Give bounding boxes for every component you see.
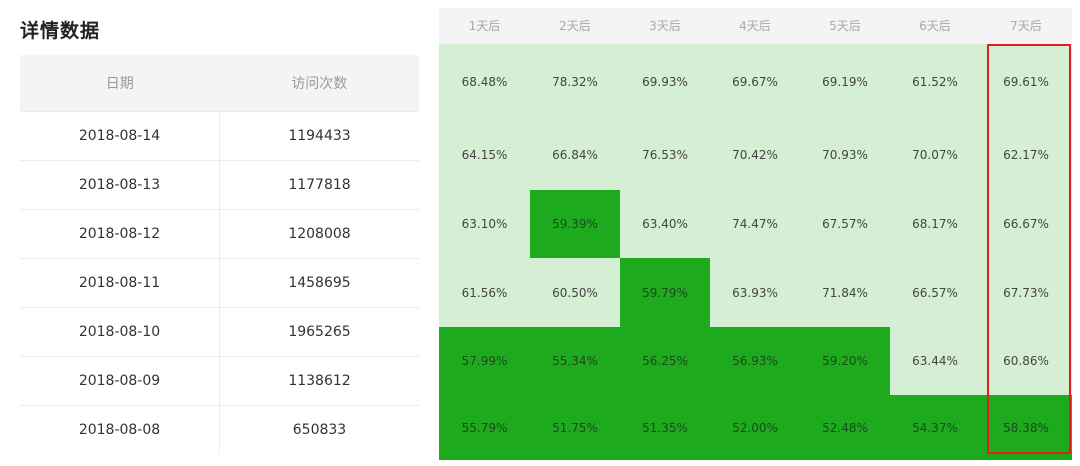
table-row[interactable]: 2018-08-11 1458695	[20, 258, 419, 308]
table-header-row: 日期 访问次数	[20, 55, 419, 112]
detail-table: 日期 访问次数 2018-08-14 1194433 2018-08-13 11…	[20, 55, 419, 454]
heatmap-column-header[interactable]: 2天后	[559, 19, 591, 33]
heatmap-cell: 67.73%	[980, 258, 1072, 327]
heatmap-cell: 60.50%	[530, 258, 620, 327]
heatmap-column-header[interactable]: 5天后	[829, 19, 861, 33]
visits-cell: 650833	[219, 405, 419, 454]
date-cell: 2018-08-09	[20, 356, 220, 406]
heatmap-cell: 71.84%	[800, 258, 890, 327]
page-title: 详情数据	[20, 20, 101, 42]
table-row[interactable]: 2018-08-12 1208008	[20, 209, 419, 259]
heatmap-cell: 67.57%	[800, 190, 890, 258]
heatmap-cell: 59.20%	[800, 327, 890, 395]
heatmap-cell: 66.84%	[530, 120, 620, 190]
heatmap-cell: 61.56%	[439, 258, 530, 327]
visits-cell: 1177818	[219, 160, 419, 210]
heatmap-cell: 56.93%	[710, 327, 800, 395]
table-row[interactable]: 2018-08-13 1177818	[20, 160, 419, 210]
heatmap-cell: 70.93%	[800, 120, 890, 190]
visits-cell: 1965265	[219, 307, 419, 357]
heatmap-cell: 63.40%	[620, 190, 710, 258]
heatmap-cell: 63.44%	[890, 327, 980, 395]
heatmap-cell: 68.48%	[439, 44, 530, 120]
heatmap-cell: 66.67%	[980, 190, 1072, 258]
table-row[interactable]: 2018-08-08 650833	[20, 405, 419, 454]
heatmap-cell: 58.38%	[980, 395, 1072, 460]
date-cell: 2018-08-11	[20, 258, 220, 308]
heatmap-cell: 59.39%	[530, 190, 620, 258]
heatmap-cell: 55.34%	[530, 327, 620, 395]
heatmap-cell: 64.15%	[439, 120, 530, 190]
heatmap-cell: 62.17%	[980, 120, 1072, 190]
heatmap-cell: 55.79%	[439, 395, 530, 460]
heatmap-cell: 57.99%	[439, 327, 530, 395]
heatmap-cell: 69.93%	[620, 44, 710, 120]
heatmap-cell: 52.48%	[800, 395, 890, 460]
heatmap-cell: 76.53%	[620, 120, 710, 190]
visits-cell: 1208008	[219, 209, 419, 259]
table-row[interactable]: 2018-08-14 1194433	[20, 111, 419, 161]
heatmap-cell: 51.75%	[530, 395, 620, 460]
heatmap-column-header[interactable]: 1天后	[468, 19, 501, 33]
column-header-date[interactable]: 日期	[20, 55, 220, 112]
heatmap-cell: 70.07%	[890, 120, 980, 190]
heatmap-cell: 63.10%	[439, 190, 530, 258]
heatmap-cell: 69.19%	[800, 44, 890, 120]
heatmap-cell: 68.17%	[890, 190, 980, 258]
heatmap-cell: 51.35%	[620, 395, 710, 460]
heatmap-cell: 52.00%	[710, 395, 800, 460]
heatmap-cell: 61.52%	[890, 44, 980, 120]
heatmap-cell: 69.61%	[980, 44, 1072, 120]
date-cell: 2018-08-14	[20, 111, 220, 161]
heatmap-body: 68.48% 78.32% 69.93% 69.67% 69.19% 61.52% 69.6…	[439, 44, 1072, 460]
heatmap-cell: 54.37%	[890, 395, 980, 460]
heatmap-column-header[interactable]: 7天后	[1010, 19, 1042, 33]
table-row[interactable]: 2018-08-10 1965265	[20, 307, 419, 357]
date-cell: 2018-08-10	[20, 307, 220, 357]
heatmap-cell: 56.25%	[620, 327, 710, 395]
heatmap-header: 1天后 2天后 3天后 4天后 5天后 6天后 7天后	[439, 8, 1072, 44]
visits-cell: 1458695	[219, 258, 419, 308]
retention-heatmap: 1天后 2天后 3天后 4天后 5天后 6天后 7天后 68.48% 78.32% 69.93%…	[439, 8, 1072, 460]
heatmap-cell: 60.86%	[980, 327, 1072, 395]
table-row[interactable]: 2018-08-09 1138612	[20, 356, 419, 406]
date-cell: 2018-08-08	[20, 405, 220, 454]
date-cell: 2018-08-12	[20, 209, 220, 259]
heatmap-cell: 63.93%	[710, 258, 800, 327]
visits-cell: 1138612	[219, 356, 419, 406]
heatmap-cell: 59.79%	[620, 258, 710, 327]
heatmap-cell: 66.57%	[890, 258, 980, 327]
visits-cell: 1194433	[219, 111, 419, 161]
heatmap-column-header[interactable]: 3天后	[649, 19, 681, 33]
heatmap-cell: 69.67%	[710, 44, 800, 120]
heatmap-cell: 78.32%	[530, 44, 620, 120]
heatmap-cell: 74.47%	[710, 190, 800, 258]
heatmap-cell: 70.42%	[710, 120, 800, 190]
column-header-visits[interactable]: 访问次数	[219, 55, 419, 112]
date-cell: 2018-08-13	[20, 160, 220, 210]
heatmap-column-header[interactable]: 4天后	[739, 19, 771, 33]
heatmap-column-header[interactable]: 6天后	[919, 19, 951, 33]
